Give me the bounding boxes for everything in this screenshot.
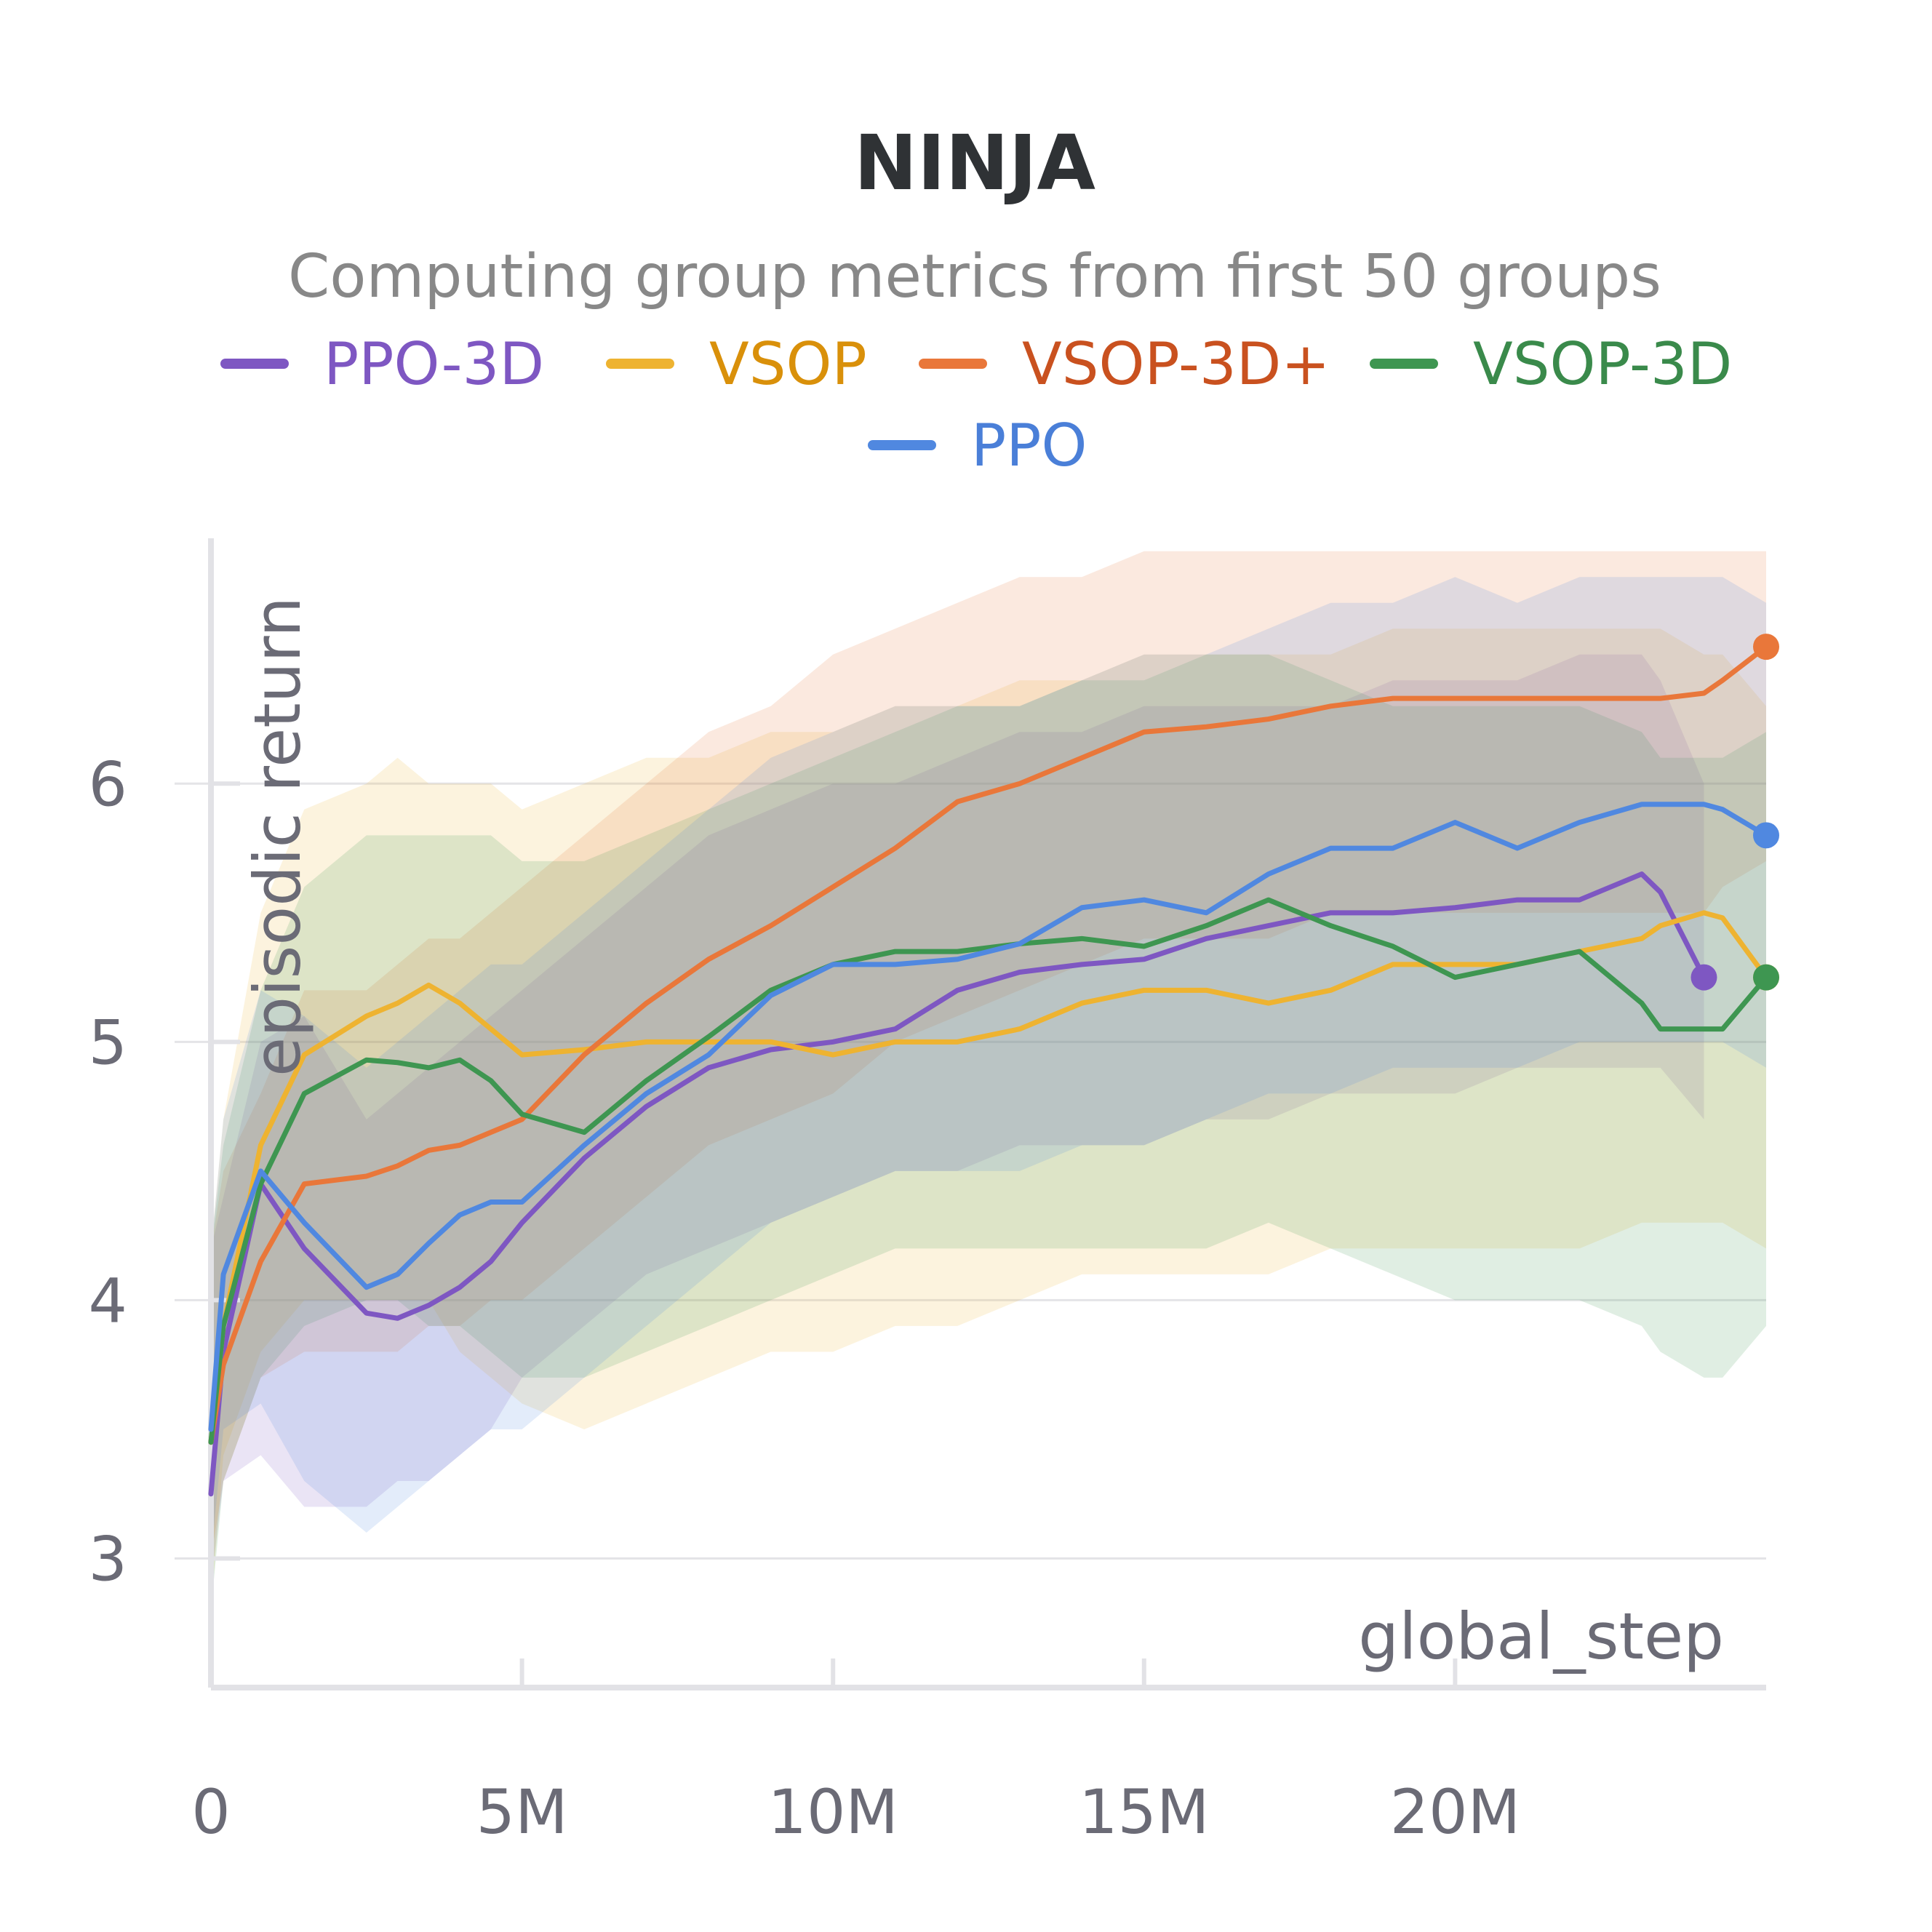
legend-label-vsop-3d: VSOP-3D [1473,330,1732,398]
y-axis-label: episodic return [240,596,315,1077]
series-lines [208,634,1779,1497]
series-end-marker-vsop-3d-plus [1753,634,1779,660]
legend: PPO-3D VSOP VSOP-3D+ VSOP-3D PPO [220,330,1732,479]
band-vsop-3d- [211,551,1766,1559]
x-tick-label-5M: 5M [476,1776,568,1848]
chart-title: NINJA [854,119,1095,207]
x-axis-label: global_step [1358,1599,1724,1674]
y-tick-label-5: 5 [89,1007,127,1078]
chart-subtitle: Computing group metrics from first 50 gr… [288,242,1661,311]
band-ppo-3d [211,654,1704,1584]
band-vsop [211,628,1766,1610]
x-tick-label-10M: 10M [768,1776,898,1848]
band-vsop-3d [211,654,1766,1610]
legend-label-vsop-3d-plus: VSOP-3D+ [1022,330,1330,398]
series-end-marker-ppo-3d [1691,964,1717,991]
legend-label-ppo: PPO [971,412,1087,479]
series-line-ppo-3d [208,871,1707,1497]
series-end-marker-vsop-3d [1753,964,1779,991]
x-tick-label-0: 0 [191,1776,230,1848]
series-line-vsop-3d [208,897,1769,1445]
band-ppo [211,577,1766,1559]
x-tick-label-20M: 20M [1390,1776,1520,1848]
variance-bands [211,551,1766,1610]
y-tick-label-3: 3 [89,1523,127,1594]
y-tick-label-6: 6 [89,749,127,820]
tick-labels: 0 5M 10M 15M 20M 3 4 5 6 [89,749,1521,1848]
y-tick-label-4: 4 [89,1265,127,1336]
x-tick-label-15M: 15M [1079,1776,1209,1848]
series-line-ppo [208,802,1769,1432]
series-line-vsop-3d-plus [208,644,1769,1445]
legend-label-vsop: VSOP [709,330,867,398]
series-end-marker-ppo [1753,822,1779,849]
legend-label-ppo-3d: PPO-3D [324,330,544,398]
